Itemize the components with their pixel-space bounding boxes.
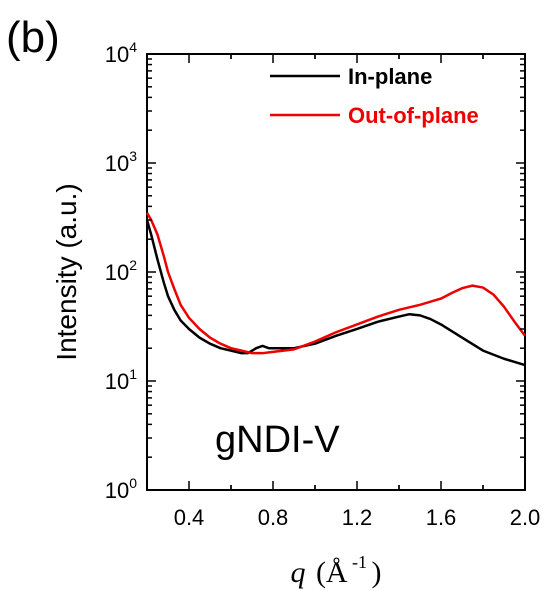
legend-label-out-of-plane: Out-of-plane bbox=[348, 103, 479, 128]
x-axis-symbol: q bbox=[290, 556, 305, 589]
series-layer bbox=[145, 212, 527, 367]
y-tick-label-exponent: 2 bbox=[129, 257, 137, 273]
y-tick-label: 101 bbox=[105, 366, 137, 394]
y-tick-label-exponent: 3 bbox=[129, 148, 137, 164]
x-tick-label: 1.2 bbox=[342, 505, 373, 530]
y-tick-label-base: 10 bbox=[105, 369, 129, 394]
y-tick-label: 102 bbox=[105, 257, 137, 285]
x-tick-labels: 0.4 0.8 1.2 1.6 2.0 bbox=[174, 505, 541, 530]
x-axis-title: q (Å -1 ) bbox=[290, 552, 381, 589]
y-tick-label: 104 bbox=[105, 39, 137, 67]
x-axis-unit-open: (Å bbox=[316, 556, 348, 589]
x-tick-label: 1.6 bbox=[426, 505, 457, 530]
tick-layer bbox=[147, 53, 526, 491]
y-axis-title: Intensity (a.u.) bbox=[51, 183, 82, 360]
y-tick-label: 103 bbox=[105, 148, 137, 176]
series-line-out-of-plane bbox=[145, 212, 527, 355]
x-axis-unit-close: ) bbox=[372, 556, 382, 589]
x-axis-unit-sup: -1 bbox=[352, 552, 367, 572]
x-tick-label: 2.0 bbox=[510, 505, 541, 530]
y-tick-label-base: 10 bbox=[105, 151, 129, 176]
y-tick-label-exponent: 1 bbox=[129, 366, 137, 382]
panel-label: (b) bbox=[6, 13, 60, 62]
series-line-in-plane bbox=[145, 219, 526, 367]
y-tick-label: 100 bbox=[105, 475, 137, 503]
legend-label-in-plane: In-plane bbox=[348, 64, 432, 89]
y-tick-label-exponent: 0 bbox=[129, 475, 137, 491]
sample-annotation: gNDI-V bbox=[215, 419, 340, 461]
plot-area bbox=[145, 53, 527, 491]
x-tick-label: 0.4 bbox=[174, 505, 205, 530]
legend: In-plane Out-of-plane bbox=[270, 64, 479, 128]
x-tick-label: 0.8 bbox=[258, 505, 289, 530]
y-tick-label-base: 10 bbox=[105, 260, 129, 285]
y-tick-label-base: 10 bbox=[105, 42, 129, 67]
y-tick-label-exponent: 4 bbox=[129, 39, 137, 55]
y-tick-label-base: 10 bbox=[105, 478, 129, 503]
